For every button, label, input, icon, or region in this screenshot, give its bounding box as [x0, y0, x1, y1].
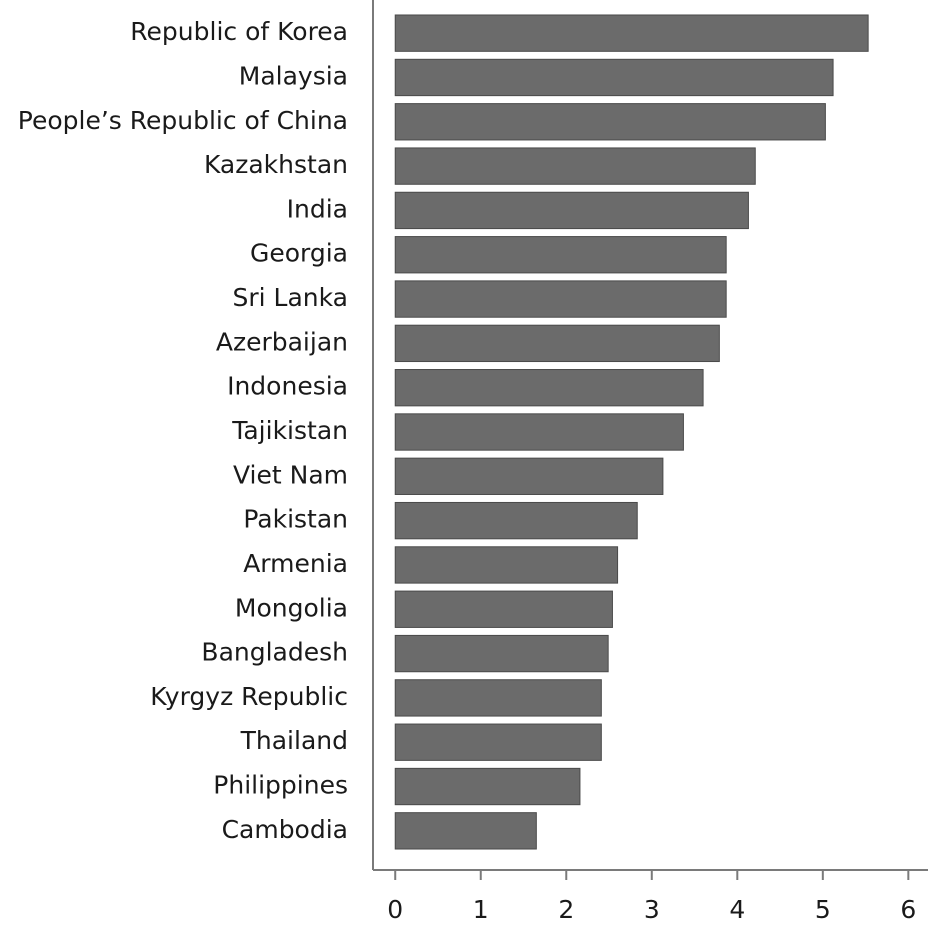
- bar: [394, 103, 826, 141]
- y-tick-label: Tajikistan: [231, 416, 348, 445]
- bar: [394, 280, 727, 318]
- bar: [394, 147, 756, 185]
- bar: [394, 767, 581, 806]
- x-tick-label: 0: [387, 895, 403, 924]
- y-tick-label: Indonesia: [227, 372, 348, 401]
- bar: [394, 546, 619, 584]
- y-tick-label: Mongolia: [235, 593, 348, 622]
- x-tick-label: 4: [729, 895, 745, 924]
- bar: [394, 236, 727, 274]
- y-tick-label: Malaysia: [239, 61, 348, 90]
- bar: [394, 413, 684, 451]
- bar: [394, 14, 869, 52]
- y-tick-label: People’s Republic of China: [18, 106, 348, 135]
- x-tick-label: 3: [644, 895, 660, 924]
- y-tick-label: Sri Lanka: [233, 283, 349, 312]
- y-tick-label: Bangladesh: [201, 638, 348, 667]
- y-tick-label: Viet Nam: [233, 460, 348, 489]
- bar: [394, 58, 834, 97]
- y-tick-label: Pakistan: [243, 505, 348, 534]
- x-tick-label: 5: [815, 895, 831, 924]
- x-tick-label: 2: [558, 895, 574, 924]
- y-tick-label: Armenia: [243, 549, 348, 578]
- y-tick-label: Kazakhstan: [204, 150, 348, 179]
- y-tick-label: Kyrgyz Republic: [150, 682, 348, 711]
- x-tick-label: 1: [473, 895, 489, 924]
- bar: [394, 324, 720, 363]
- y-tick-label: Georgia: [250, 239, 348, 268]
- y-tick-label: Philippines: [213, 771, 348, 800]
- x-tick-label: 6: [900, 895, 916, 924]
- bar: [394, 457, 664, 495]
- bar: [394, 723, 602, 761]
- y-tick-label: India: [287, 194, 348, 223]
- bar: [394, 590, 613, 628]
- bar: [394, 369, 704, 407]
- bar: [394, 191, 749, 230]
- y-tick-label: Azerbaijan: [216, 327, 348, 356]
- bar: [394, 634, 609, 673]
- bar: [394, 679, 602, 717]
- bar: [394, 812, 537, 850]
- y-tick-label: Cambodia: [222, 815, 348, 844]
- bar: [394, 501, 638, 540]
- y-tick-label: Thailand: [240, 726, 348, 755]
- y-tick-label: Republic of Korea: [130, 17, 348, 46]
